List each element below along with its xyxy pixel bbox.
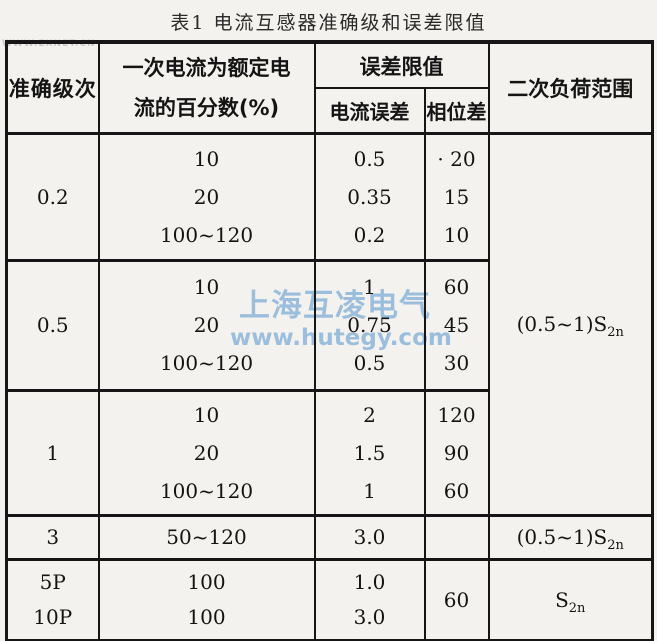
table-title: 表1 电流互感器准确级和误差限值 [170, 12, 487, 34]
percent-value: 100 [187, 605, 226, 629]
header-accuracy-class: 准确级次 [5, 41, 100, 135]
percent-value: 10 [193, 275, 220, 299]
current-error-value: 2 [363, 402, 376, 427]
accuracy-class-value: 5P [39, 570, 66, 594]
current-error-value: 0.2 [353, 222, 386, 247]
cell-accuracy-class: 0.2 [5, 132, 100, 262]
percent-value: 10 [193, 146, 220, 171]
row-class-3: 3 50~120 3.0 (0.5~1)S2n [5, 514, 654, 561]
header-secondary-burden: 二次负荷范围 [487, 41, 654, 135]
cell-burden-range-merged: (0.5~1)S2n [487, 132, 654, 517]
current-error-value: 1 [363, 478, 376, 503]
cell-current-error-values: 3.0 [313, 514, 426, 561]
header-current-error: 电流误差 [313, 87, 426, 135]
current-error-value: 1 [363, 275, 376, 299]
ct-accuracy-error-table: 准确级次 一次电流为额定电 流的百分数(%) 误差限值 二次负荷范围 电流误差 … [5, 40, 654, 641]
cell-accuracy-class: 5P 10P [5, 558, 100, 641]
phase-value: 90 [443, 440, 470, 465]
burden-value: (0.5~1)S [516, 525, 608, 549]
cell-percent-values: 100 100 [97, 558, 316, 641]
phase-value: 15 [443, 184, 470, 209]
cell-phase-values [423, 514, 490, 561]
phase-value: 60 [443, 275, 470, 299]
cell-phase-values: 60 [423, 558, 490, 641]
cell-percent-values: 10 20 100~120 [97, 389, 316, 517]
current-error-value: 0.5 [353, 351, 386, 375]
current-error-value: 0.75 [347, 313, 392, 337]
phase-value: 45 [443, 313, 470, 337]
phase-value: 120 [437, 402, 476, 427]
percent-value: 100 [187, 570, 226, 594]
burden-value: (0.5~1)S [516, 312, 608, 336]
burden-value: S [555, 587, 569, 612]
cell-percent-values: 10 20 100~120 [97, 259, 316, 392]
header-primary-current-percent-line2: 流的百分数(%) [133, 95, 280, 120]
current-error-value: 3.0 [353, 605, 386, 629]
burden-subscript: 2n [607, 325, 624, 340]
cell-accuracy-class: 1 [5, 389, 100, 517]
cell-burden-range: S2n [487, 558, 654, 641]
row-class-1: 1 10 20 100~120 2 1.5 1 120 90 [5, 389, 653, 517]
phase-value: 60 [443, 478, 470, 503]
cell-current-error-values: 1 0.75 0.5 [313, 259, 426, 392]
phase-value: 10 [443, 222, 470, 247]
cell-accuracy-class: 3 [5, 514, 100, 561]
header-phase-error: 相位差 [423, 87, 490, 135]
current-error-value: 1.5 [353, 440, 386, 465]
percent-value: 100~120 [159, 351, 254, 375]
cell-current-error-values: 0.5 0.35 0.2 [313, 132, 426, 262]
cell-phase-values: 120 90 60 [423, 389, 490, 517]
cell-current-error-values: 2 1.5 1 [313, 389, 426, 517]
current-error-value: 0.5 [353, 146, 386, 171]
cell-percent-values: 10 20 100~120 [97, 132, 316, 262]
row-class-0.5: 0.5 10 20 100~120 1 0.75 0.5 60 45 [5, 259, 653, 392]
cell-accuracy-class: 0.5 [5, 259, 100, 392]
cell-burden-range: (0.5~1)S2n [487, 514, 654, 561]
percent-value: 20 [193, 313, 220, 337]
percent-value: 20 [193, 184, 220, 209]
phase-value: 30 [443, 351, 470, 375]
burden-subscript: 2n [568, 600, 586, 616]
percent-value: 20 [193, 440, 220, 465]
cell-phase-values: 60 45 30 [423, 259, 490, 392]
header-primary-current-percent-line1: 一次电流为额定电 [122, 55, 291, 80]
cell-percent-values: 50~120 [97, 514, 316, 561]
accuracy-class-value: 10P [33, 605, 73, 629]
header-row-2: 电流误差 相位差 [7, 87, 653, 135]
current-error-value: 0.35 [347, 184, 392, 209]
cell-phase-values: · 20 15 10 [423, 132, 490, 262]
cell-current-error-values: 1.0 3.0 [313, 558, 426, 641]
percent-value: 10 [193, 402, 220, 427]
phase-value: · 20 [437, 146, 476, 171]
percent-value: 100~120 [159, 222, 254, 247]
current-error-value: 1.0 [353, 570, 386, 594]
burden-subscript: 2n [607, 538, 624, 553]
row-class-5P-10P: 5P 10P 100 100 1.0 3.0 60 S2n [5, 558, 654, 641]
row-class-0.2: 0.2 10 20 100~120 0.5 0.35 0.2 · 20 15 [5, 132, 654, 517]
header-row-1: 准确级次 一次电流为额定电 流的百分数(%) 误差限值 二次负荷范围 [5, 41, 654, 135]
header-error-limits: 误差限值 [313, 41, 490, 89]
percent-value: 100~120 [159, 478, 254, 503]
header-primary-current-percent: 一次电流为额定电 流的百分数(%) [97, 41, 316, 135]
